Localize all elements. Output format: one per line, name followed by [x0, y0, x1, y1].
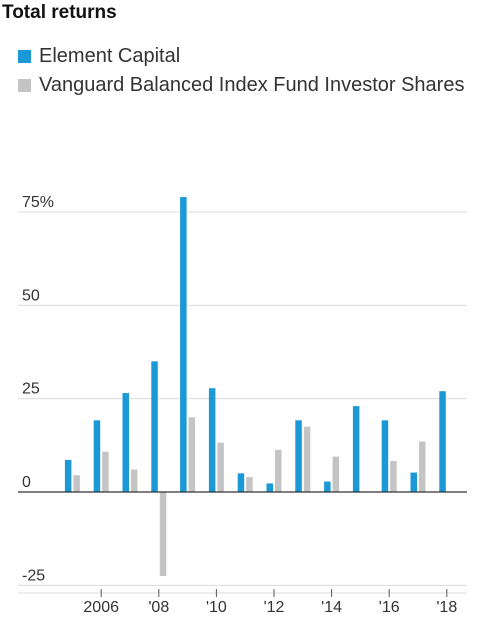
bar-element-capital-2013	[295, 420, 302, 492]
x-tick-label: '16	[379, 599, 400, 616]
bar-vanguard-2008	[159, 492, 167, 576]
bar-element-capital-2005	[64, 459, 72, 492]
legend-item-element-capital: Element Capital	[18, 42, 478, 71]
y-tick-label: 50	[22, 287, 40, 304]
bar-element-capital-2010	[208, 388, 216, 492]
bar-vanguard-2016	[390, 461, 397, 492]
bar-element-capital-2012	[266, 483, 273, 492]
bar-element-capital-2007	[122, 393, 129, 492]
legend-label-vanguard: Vanguard Balanced Index Fund Investor Sh…	[39, 74, 465, 96]
x-tick-label: '10	[206, 599, 227, 616]
x-tick-label: '14	[321, 599, 342, 616]
bar-element-capital-2017	[410, 472, 417, 492]
bar-vanguard-2011	[246, 477, 253, 492]
bar-vanguard-2005	[73, 475, 80, 492]
bar-vanguard-2006	[102, 451, 109, 492]
bar-element-capital-2016	[381, 420, 389, 492]
legend-swatch-vanguard	[18, 79, 31, 92]
bar-vanguard-2014	[332, 456, 340, 492]
legend-swatch-element-capital	[18, 50, 31, 63]
bar-element-capital-2018	[439, 391, 446, 492]
y-tick-label: -25	[22, 567, 45, 584]
y-tick-label: 25	[22, 381, 40, 398]
x-tick-label: 2006	[83, 599, 119, 616]
bar-vanguard-2009	[188, 417, 196, 492]
chart-title: Total returns	[2, 2, 117, 23]
bar-element-capital-2009	[180, 197, 187, 493]
x-tick-label: '12	[264, 599, 285, 616]
legend: Element Capital Vanguard Balanced Index …	[18, 42, 478, 100]
y-tick-label: 0	[22, 474, 31, 491]
legend-label-element-capital: Element Capital	[39, 45, 181, 67]
bar-vanguard-2017	[419, 441, 426, 492]
legend-item-vanguard: Vanguard Balanced Index Fund Investor Sh…	[18, 71, 478, 100]
bar-element-capital-2008	[151, 361, 158, 492]
bar-element-capital-2015	[352, 406, 360, 492]
bar-vanguard-2007	[131, 469, 138, 492]
x-tick-label: '18	[436, 599, 457, 616]
bar-vanguard-2010	[217, 442, 224, 492]
x-tick-label: '08	[148, 599, 169, 616]
bar-vanguard-2013	[303, 426, 311, 492]
y-tick-label: 75%	[22, 194, 54, 211]
bar-element-capital-2011	[237, 473, 245, 492]
bar-element-capital-2014	[324, 481, 331, 492]
bar-element-capital-2006	[93, 420, 101, 492]
bar-vanguard-2012	[275, 449, 282, 492]
